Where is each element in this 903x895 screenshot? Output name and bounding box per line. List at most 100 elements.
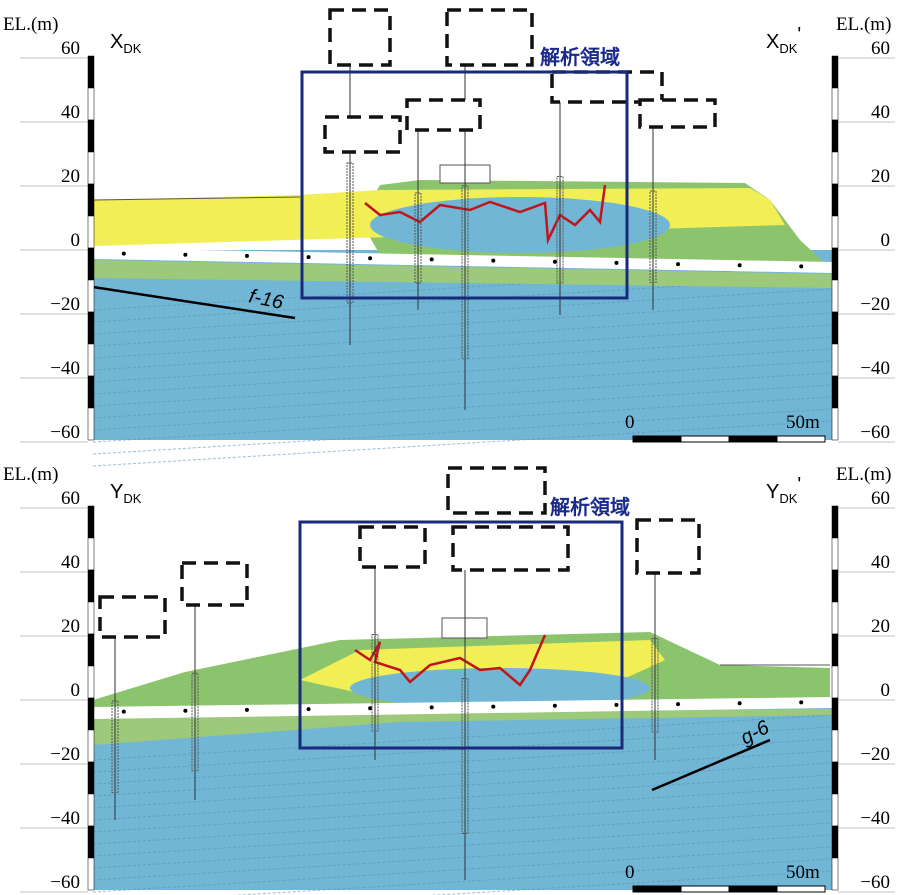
bedding-line <box>92 822 833 869</box>
axis-bar-segment <box>831 537 839 571</box>
axis-bar-segment <box>831 825 839 859</box>
axis-bar-segment <box>87 119 95 153</box>
callout-box <box>180 561 249 607</box>
label-main: X <box>766 31 779 53</box>
elevation-label: 20 <box>61 166 80 187</box>
elevation-label: 40 <box>61 102 80 123</box>
bedding-line <box>92 420 833 467</box>
section-end-label: XDK' <box>766 24 801 56</box>
marker-dot <box>429 705 434 710</box>
bedding-line <box>92 396 833 443</box>
bedding-line <box>92 834 833 881</box>
boundary-line <box>354 634 547 687</box>
bedding-line <box>92 372 833 419</box>
elevation-label: 60 <box>871 38 890 59</box>
bedding-line <box>92 348 833 395</box>
axis-bar-segment <box>831 119 839 153</box>
marker-dot <box>121 251 126 256</box>
elevation-label: 0 <box>71 230 81 251</box>
elevation-label: −40 <box>860 358 890 379</box>
elevation-label: −40 <box>50 808 80 829</box>
scale-segment <box>632 435 682 443</box>
marker-dot <box>244 253 249 258</box>
elevation-label: 0 <box>881 230 891 251</box>
axis-bar-segment <box>831 665 839 699</box>
borehole-log <box>651 637 659 733</box>
bedding-line <box>92 384 833 431</box>
scale-segment <box>728 435 778 443</box>
marker-dot <box>614 260 619 265</box>
region-label: 解析領域 <box>540 45 620 69</box>
scale-end: 50m <box>786 412 820 433</box>
axis-bar-segment <box>87 665 95 699</box>
elevation-label: 20 <box>871 166 890 187</box>
axis-bar-segment <box>831 55 839 89</box>
scale-end: 50m <box>786 862 820 883</box>
marker-dot <box>799 264 804 269</box>
axis-bar-segment <box>831 761 839 795</box>
marker-dot <box>799 700 804 705</box>
elevation-label: −20 <box>50 294 80 315</box>
axis-bar-segment <box>87 247 95 281</box>
axis-bar-segment <box>831 375 839 409</box>
elevation-label: 40 <box>871 102 890 123</box>
axis-bar-segment <box>87 601 95 635</box>
elevation-label: 60 <box>871 488 890 509</box>
axis-bar-segment <box>87 279 95 313</box>
analysis-region <box>300 70 629 300</box>
borehole-log <box>461 185 469 359</box>
section-panel: 解析領域g-66040200−20−40−606040200−20−40−60E… <box>3 464 895 895</box>
axis-title: EL.(m) <box>836 14 891 35</box>
scale-start: 0 <box>625 412 635 433</box>
callout-box <box>445 8 534 67</box>
marker-dot <box>737 701 742 706</box>
fault-line <box>651 738 771 792</box>
scale-start: 0 <box>625 862 635 883</box>
axis-bar-segment <box>87 55 95 89</box>
elevation-label: 40 <box>61 552 80 573</box>
axis-bar-segment <box>87 761 95 795</box>
borehole-log <box>461 678 469 834</box>
callout-box <box>451 525 570 572</box>
callout-box <box>98 595 167 639</box>
bedding-line <box>92 360 833 407</box>
scale-segment <box>680 435 730 443</box>
callout-box <box>328 8 392 67</box>
section-end-label: XDK <box>110 31 142 56</box>
marker-dot <box>368 706 373 711</box>
callout-box <box>323 115 402 154</box>
section-end-label: YDK <box>110 481 142 506</box>
elevation-label: 60 <box>61 488 80 509</box>
axis-bar-segment <box>831 697 839 731</box>
axis-bar-segment <box>831 311 839 345</box>
elevation-label: 0 <box>881 680 891 701</box>
elevation-label: −60 <box>860 872 890 893</box>
fault-line <box>92 285 296 320</box>
elevation-label: −60 <box>50 872 80 893</box>
borehole-log <box>111 700 119 794</box>
axis-bar-segment <box>831 407 839 441</box>
elevation-label: −60 <box>50 422 80 443</box>
elevation-label: −20 <box>860 744 890 765</box>
borehole-log <box>191 672 199 772</box>
axis-bar-segment <box>87 215 95 249</box>
marker-dot <box>491 258 496 263</box>
label-main: X <box>110 31 123 53</box>
scale-segment <box>680 885 730 893</box>
elevation-label: −20 <box>50 744 80 765</box>
elevation-label: 20 <box>871 616 890 637</box>
scale-segment <box>632 885 682 893</box>
marker-dot <box>121 709 126 714</box>
green-layer <box>93 709 832 745</box>
axis-bar-segment <box>87 183 95 217</box>
marker-dot <box>737 263 742 268</box>
elevation-label: −20 <box>860 294 890 315</box>
scale-segment <box>728 885 778 893</box>
region-label: 解析領域 <box>550 495 630 519</box>
borehole-log <box>414 192 422 284</box>
marker-dot <box>552 259 557 264</box>
elevation-label: 40 <box>871 552 890 573</box>
blue-lens <box>370 197 670 253</box>
axis-bar-segment <box>87 87 95 121</box>
axis-bar-segment <box>87 505 95 539</box>
